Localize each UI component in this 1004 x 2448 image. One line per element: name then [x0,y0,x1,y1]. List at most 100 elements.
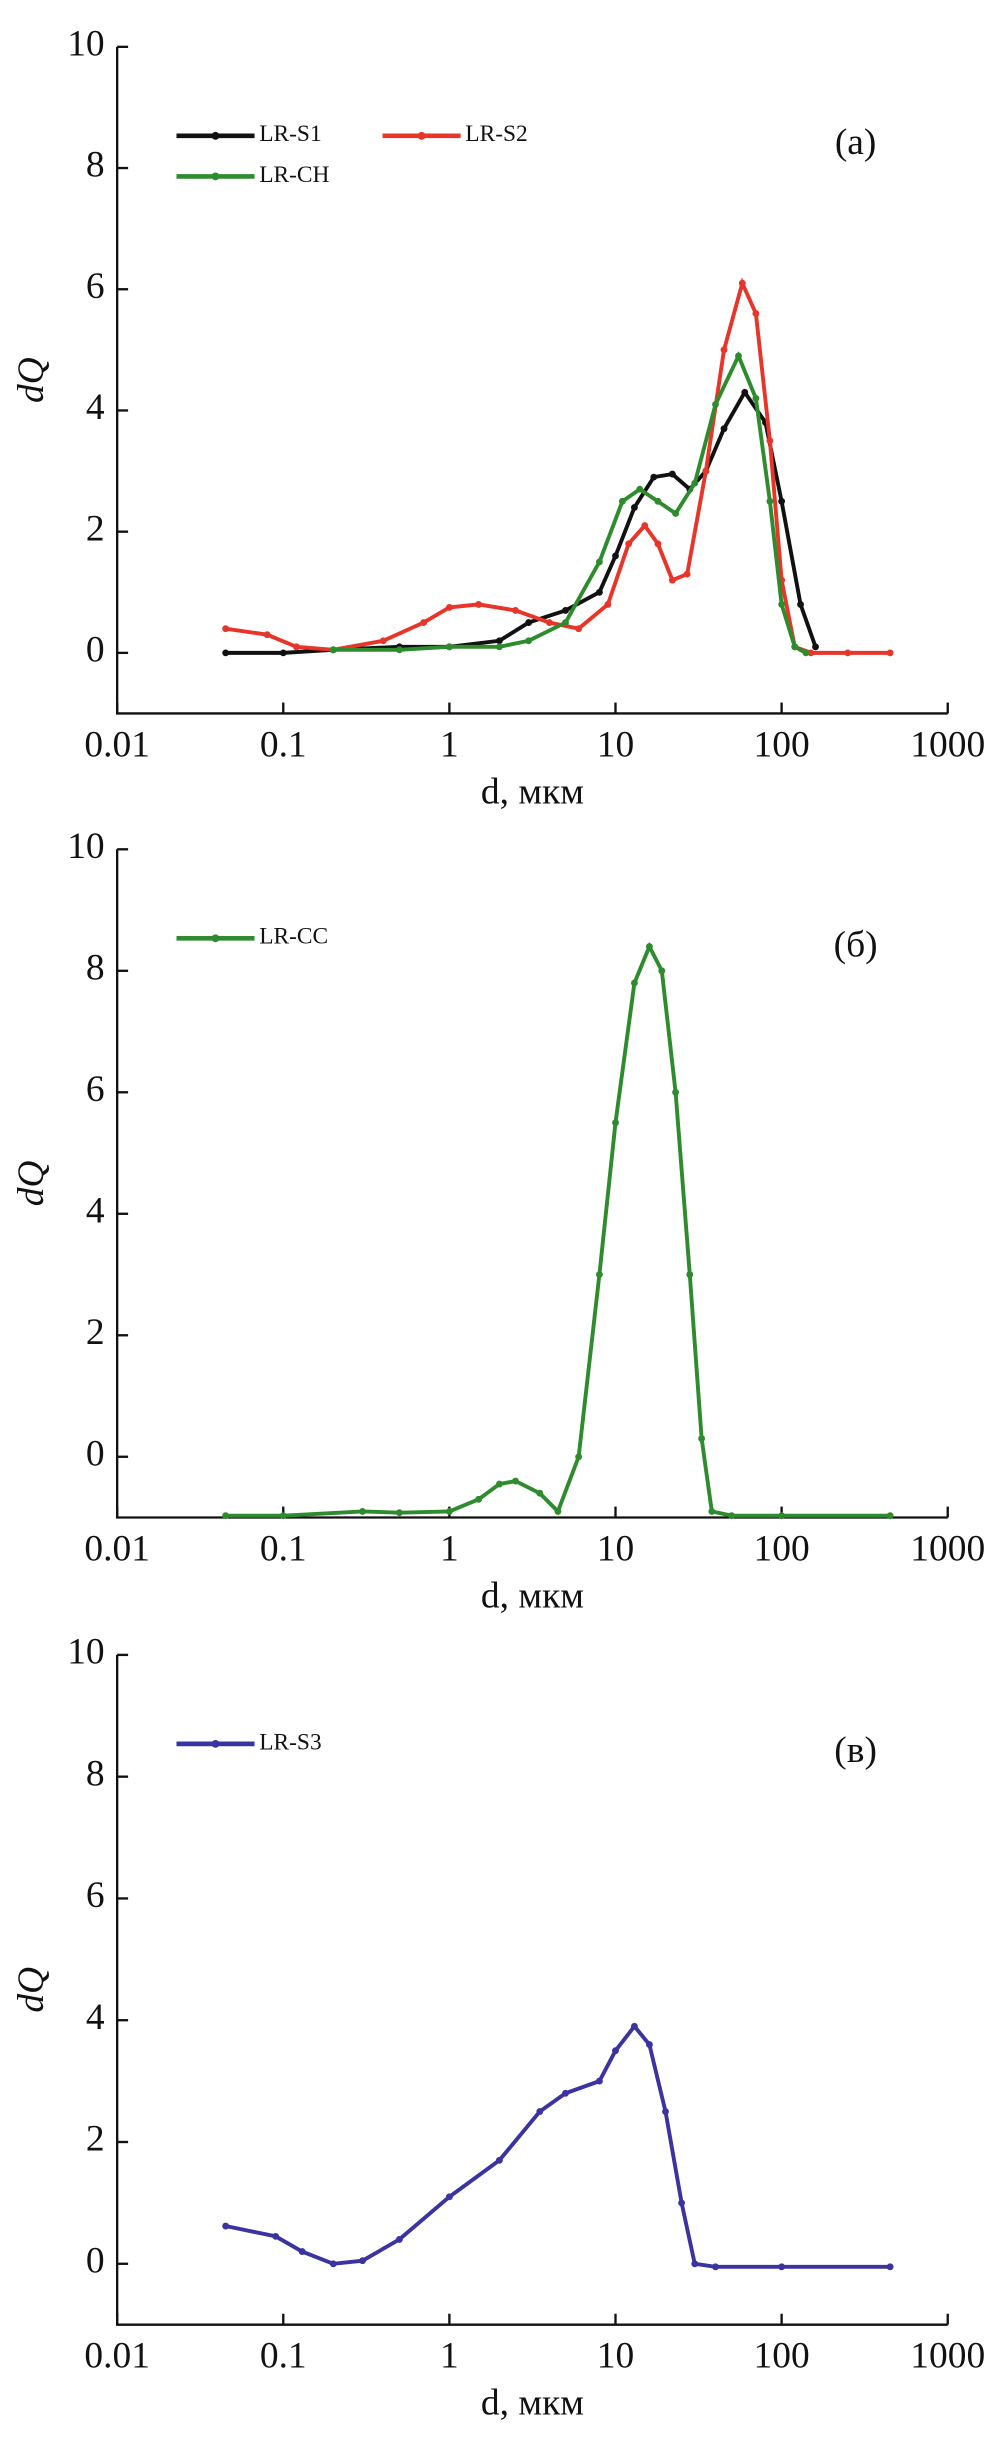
legend-label: LR-S2 [465,121,527,147]
data-point [562,607,569,614]
data-point [395,2235,403,2243]
data-point [222,2222,230,2230]
data-point [525,637,533,645]
x-axis-label: d, мкм [481,2382,584,2423]
data-point [712,400,719,408]
y-tick-label: 0 [86,629,105,670]
data-point [445,2193,453,2201]
data-point [222,649,230,657]
data-point [636,485,644,493]
x-tick-label: 1 [440,724,459,765]
data-point [536,1489,544,1497]
data-point [728,1512,736,1520]
y-tick-label: 4 [86,1190,105,1231]
x-tick-label: 100 [754,2336,810,2377]
legend-label: LR-CC [259,924,328,950]
data-point [797,600,804,608]
legend-label: LR-CH [259,162,329,188]
data-point [495,1480,503,1488]
data-point [298,2248,306,2256]
data-point [668,470,676,478]
data-point [595,588,603,596]
data-point [720,425,728,433]
x-tick-label: 0.01 [84,1528,150,1569]
data-point [329,2260,337,2268]
legend-marker [211,934,220,943]
data-point [359,1508,366,1515]
data-point [672,1088,680,1096]
data-point [445,1508,453,1515]
data-point [562,2089,569,2097]
data-point [595,2077,603,2085]
x-tick-label: 0.1 [260,724,307,765]
data-point [379,637,387,645]
data-point [698,1435,706,1442]
data-point [650,473,658,481]
data-point [712,2263,719,2271]
x-tick-label: 1000 [910,2336,985,2377]
data-point [654,497,662,505]
y-tick-label: 8 [86,1753,105,1794]
data-point [512,607,519,614]
data-point [279,1512,287,1520]
data-point [395,1509,403,1517]
data-point [445,603,453,611]
y-tick-label: 2 [86,508,105,549]
data-point [658,967,666,975]
y-tick-label: 6 [86,266,105,307]
legend-marker [211,1739,220,1748]
y-tick-label: 8 [86,947,105,988]
x-tick-label: 0.1 [260,1528,307,1569]
data-point [738,279,746,287]
data-point [395,646,403,654]
data-point [741,388,749,396]
data-point [525,619,533,627]
series-line [225,2023,891,2269]
data-point [495,643,503,651]
x-tick-label: 1 [440,2336,459,2377]
data-point [618,497,626,505]
data-point [672,510,680,517]
legend-label: LR-S1 [259,121,321,147]
panel-label: (б) [834,924,878,965]
data-point [495,2156,503,2164]
x-tick-label: 1 [440,1528,459,1569]
x-tick-label: 1000 [910,724,985,765]
data-point [279,649,287,657]
data-point [691,2260,699,2268]
x-tick-label: 10 [597,724,634,765]
x-tick-label: 0.01 [84,724,150,765]
data-point [645,2041,653,2049]
data-point [625,540,633,548]
data-point [708,1508,716,1515]
x-tick-label: 0.01 [84,2336,150,2377]
data-point [575,1453,583,1461]
data-point [766,497,774,505]
data-point [778,2263,786,2271]
data-point [554,1508,562,1515]
data-point [630,2022,638,2030]
data-point [668,576,676,584]
data-point [222,625,230,633]
data-point [886,1512,894,1520]
x-tick-label: 1000 [910,1528,985,1569]
data-point [562,619,569,627]
data-point [420,619,428,627]
data-point [766,437,774,445]
x-tick-label: 100 [754,724,810,765]
data-point [886,649,894,657]
series-line [225,277,891,655]
x-axis-label: d, мкм [481,1575,584,1616]
data-point [536,2108,544,2115]
legend-marker [417,131,426,140]
data-point [641,522,649,530]
data-point [645,943,653,950]
data-point [735,352,742,360]
data-point [595,1271,603,1278]
data-point [475,600,483,608]
data-point [604,600,612,608]
y-axis-label: dQ [11,357,52,403]
data-point [612,2047,619,2055]
